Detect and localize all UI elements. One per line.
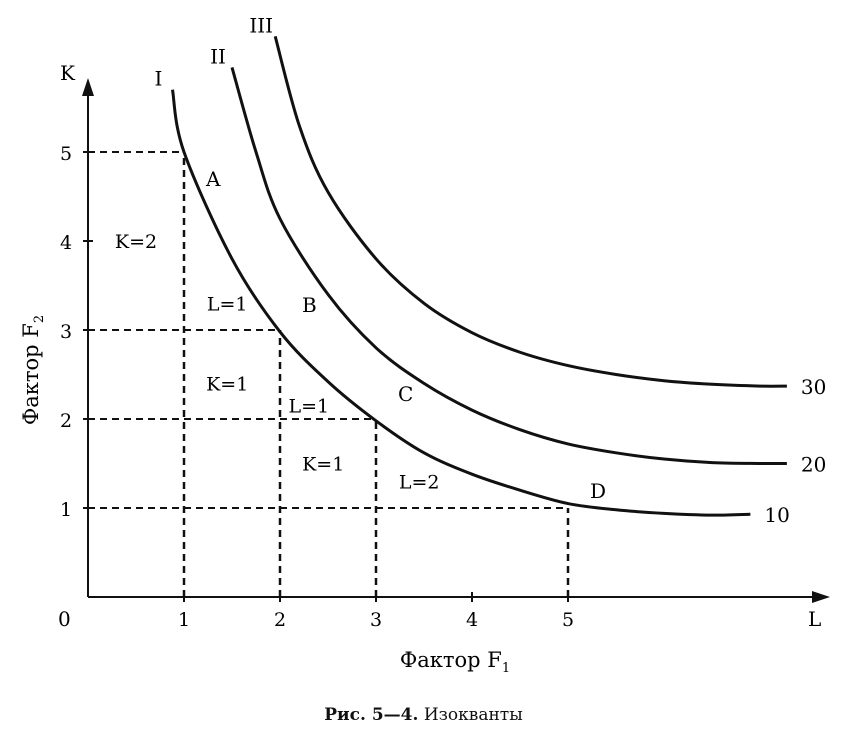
step-label: K=1 xyxy=(206,373,248,395)
y-tick-label: 2 xyxy=(60,410,72,432)
y-axis-title-subscript: 2 xyxy=(32,315,47,323)
step-label: K=2 xyxy=(115,231,157,253)
x-axis-arrow xyxy=(812,591,830,603)
point-label-c: C xyxy=(398,382,413,406)
x-axis-title-subscript: 1 xyxy=(502,661,510,676)
y-tick-label: 4 xyxy=(60,232,72,254)
origin-label: 0 xyxy=(58,607,71,631)
isoquant-roman-label: II xyxy=(210,44,226,68)
step-label: K=1 xyxy=(302,454,344,476)
point-label-b: B xyxy=(302,293,317,317)
isoquant-chart: L K 0 1 2 3 4 5 1 2 3 4 5 Фактор F1 Фактор F2 I 10 II 20 II… xyxy=(19,13,830,676)
point-label-d: D xyxy=(590,479,606,503)
isoquant-roman-label: I xyxy=(155,67,163,91)
x-tick-label: 4 xyxy=(466,609,478,631)
isoquant-value-label: 30 xyxy=(801,375,826,399)
x-axis-title: Фактор F1 xyxy=(400,648,510,676)
point-label-a: A xyxy=(205,167,221,191)
caption-number: Рис. 5—4. xyxy=(324,705,419,725)
x-axis-letter: L xyxy=(808,607,821,631)
x-tick-label: 1 xyxy=(178,609,190,631)
isoquant-I xyxy=(171,89,751,517)
y-tick-label: 5 xyxy=(60,143,72,165)
x-tick-label: 3 xyxy=(370,609,382,631)
y-tick-label: 1 xyxy=(60,499,72,521)
caption-title: Изокванты xyxy=(423,705,523,725)
isoquant-value-label: 20 xyxy=(801,453,826,477)
x-tick-label: 2 xyxy=(274,609,286,631)
step-label: L=1 xyxy=(288,396,329,418)
isoquant-III xyxy=(273,35,787,388)
step-label: L=1 xyxy=(207,293,248,315)
y-axis-arrow xyxy=(82,78,94,96)
x-tick-label: 5 xyxy=(562,609,574,631)
y-tick-label: 3 xyxy=(60,321,72,343)
y-axis-letter: K xyxy=(60,61,76,85)
isoquant-value-label: 10 xyxy=(764,503,789,527)
isoquant-roman-label: III xyxy=(249,13,273,37)
y-axis-title: Фактор F2 xyxy=(19,315,47,425)
isoquant-II xyxy=(230,67,787,466)
figure-caption: Рис. 5—4. Изокванты xyxy=(0,705,847,725)
step-label: L=2 xyxy=(399,471,440,493)
